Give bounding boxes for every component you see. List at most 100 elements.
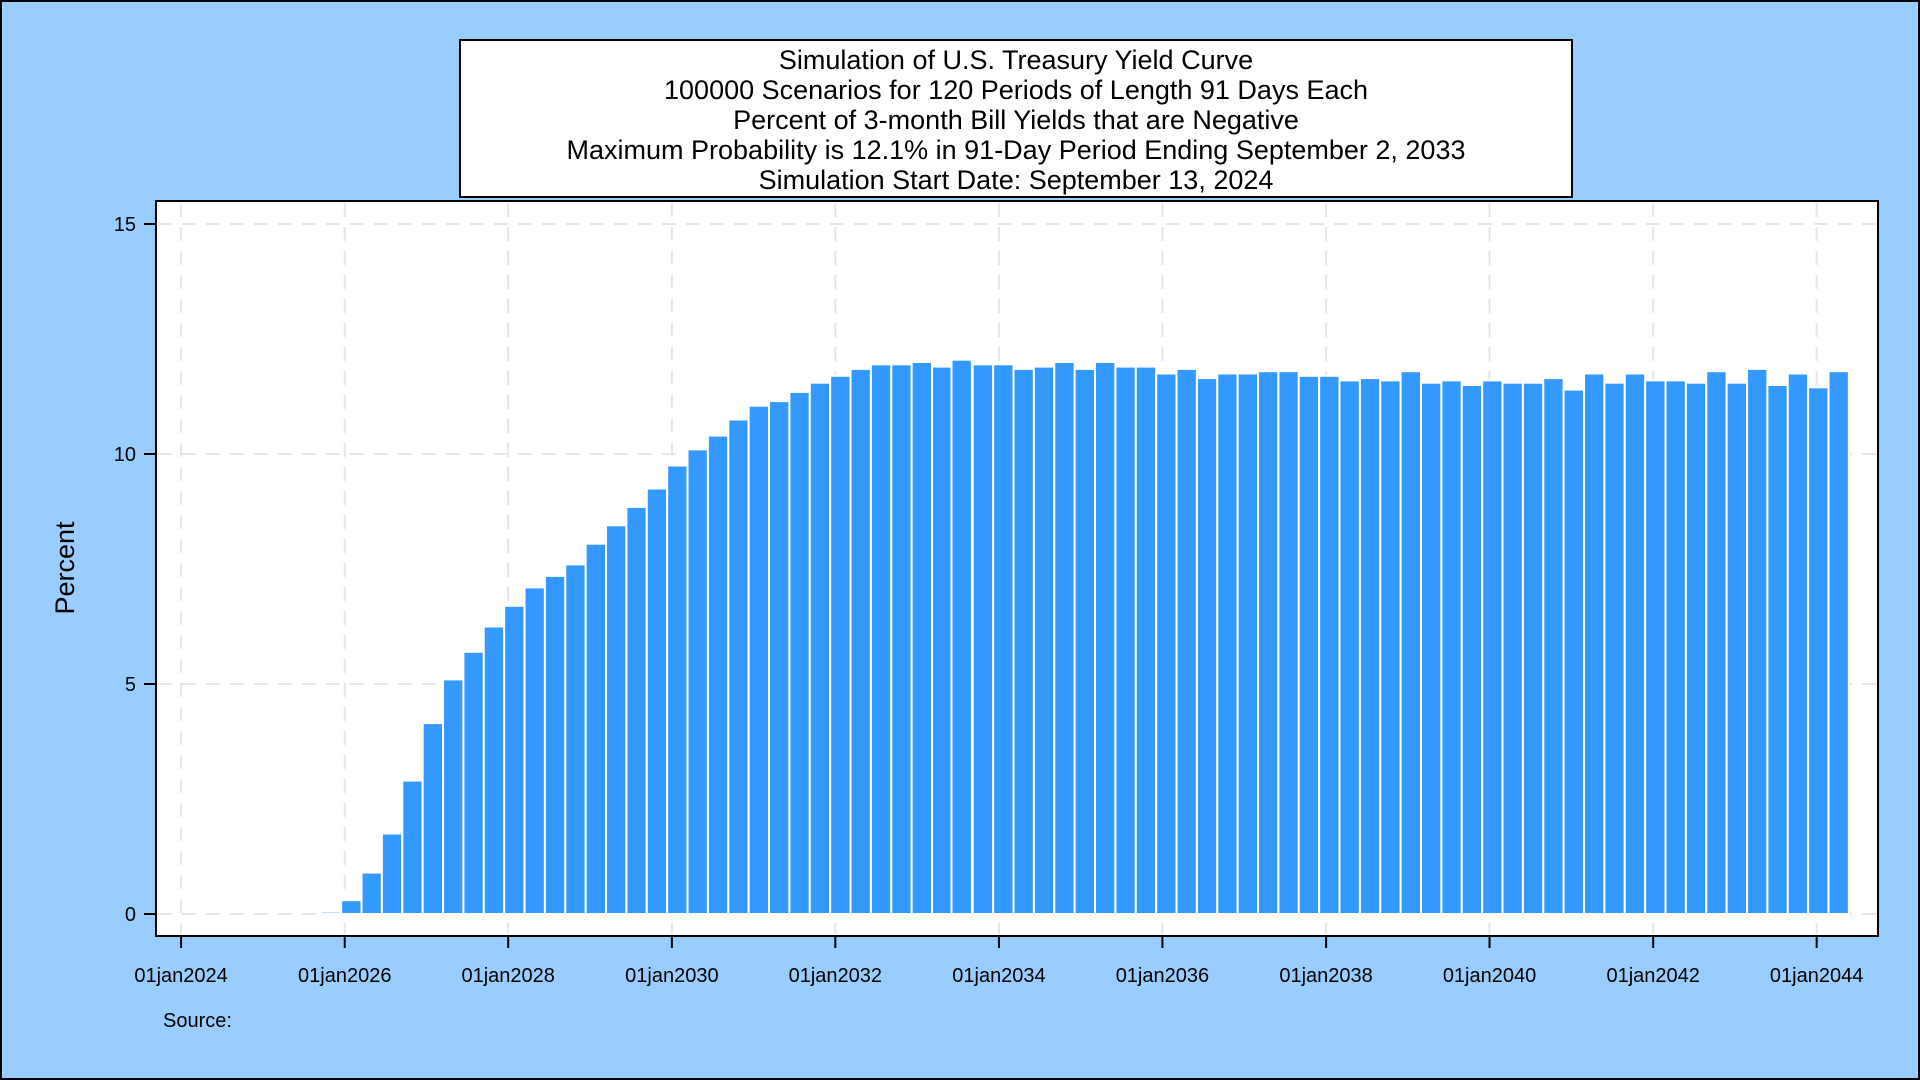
bar-30: [931, 365, 954, 916]
bar-74: [1827, 370, 1850, 915]
bar-9: [503, 604, 526, 915]
x-tick-label-10: 01jan2044: [1770, 965, 1863, 987]
y-tick-label-0: 0: [125, 904, 136, 926]
bar-51: [1358, 377, 1382, 916]
bar-44: [1216, 372, 1239, 915]
bar-22: [768, 400, 791, 916]
bar-56: [1460, 384, 1484, 915]
bar-60: [1542, 377, 1565, 916]
bar-12: [564, 563, 587, 916]
bar-0: [319, 910, 343, 916]
bar-57: [1481, 379, 1504, 915]
bar-29: [910, 361, 934, 915]
bar-52: [1379, 379, 1402, 915]
bar-4: [401, 779, 424, 915]
bar-3: [380, 832, 404, 915]
y-axis-title: Percent: [50, 521, 80, 615]
y-tick-label-1: 5: [125, 674, 136, 696]
bar-59: [1521, 381, 1545, 915]
bar-50: [1338, 379, 1361, 915]
bar-73: [1807, 386, 1830, 915]
bar-36: [1053, 361, 1076, 915]
bar-67: [1684, 381, 1708, 915]
x-axis: 01jan2024 01jan2026 01jan2028 01jan2030 01ja…: [134, 936, 1863, 987]
bar-54: [1420, 381, 1443, 915]
y-axis: 0 5 10 15: [114, 214, 156, 926]
bar-27: [869, 363, 893, 915]
bar-13: [584, 542, 608, 915]
bar-32: [971, 363, 995, 915]
bars-layer: [319, 358, 1850, 916]
chart-title-line-5: Simulation Start Date: September 13, 202…: [758, 164, 1274, 195]
bar-53: [1399, 370, 1423, 915]
bar-17: [666, 464, 689, 915]
chart-title-box: Simulation of U.S. Treasury Yield Curve …: [459, 39, 1573, 198]
bar-20: [727, 418, 750, 915]
bar-14: [605, 524, 628, 915]
bar-23: [788, 390, 811, 915]
bar-26: [849, 367, 872, 915]
bar-34: [1012, 367, 1035, 915]
x-tick-label-5: 01jan2034: [952, 965, 1045, 987]
bar-71: [1766, 384, 1789, 915]
bar-31: [950, 358, 973, 915]
bar-72: [1786, 372, 1810, 915]
bar-2: [360, 871, 383, 915]
x-tick-label-6: 01jan2036: [1116, 965, 1209, 987]
chart-title-line-1: Simulation of U.S. Treasury Yield Curve: [778, 44, 1254, 75]
bar-38: [1094, 361, 1117, 915]
bar-5: [421, 722, 445, 915]
bar-40: [1134, 365, 1158, 916]
bar-25: [829, 374, 852, 915]
chart-title-line-3: Percent of 3-month Bill Yields that are …: [733, 104, 1299, 135]
bar-58: [1501, 381, 1524, 915]
bar-64: [1623, 372, 1647, 915]
x-tick-label-4: 01jan2032: [789, 965, 882, 987]
bar-70: [1746, 367, 1769, 915]
bar-11: [543, 574, 567, 916]
bar-7: [462, 650, 485, 915]
x-tick-label-1: 01jan2026: [298, 965, 391, 987]
bar-6: [442, 678, 465, 916]
bar-18: [686, 448, 709, 915]
bar-19: [706, 434, 730, 915]
bar-8: [482, 625, 506, 915]
bar-33: [992, 363, 1015, 915]
bar-62: [1583, 372, 1606, 915]
bar-65: [1644, 379, 1667, 915]
bar-43: [1195, 377, 1219, 916]
x-tick-label-0: 01jan2024: [134, 965, 227, 987]
bar-39: [1114, 365, 1137, 916]
bar-37: [1073, 367, 1097, 915]
bar-49: [1318, 374, 1341, 915]
x-tick-label-7: 01jan2038: [1279, 965, 1372, 987]
bar-35: [1032, 365, 1056, 916]
bar-45: [1236, 372, 1260, 915]
bar-41: [1155, 372, 1178, 915]
bar-21: [747, 404, 771, 915]
x-tick-label-2: 01jan2028: [461, 965, 554, 987]
source-note: Source:: [163, 1010, 232, 1032]
bar-68: [1705, 370, 1728, 915]
x-tick-label-8: 01jan2040: [1443, 965, 1536, 987]
bar-69: [1725, 381, 1749, 915]
bar-66: [1664, 379, 1687, 915]
bar-28: [890, 363, 913, 915]
bar-24: [808, 381, 832, 915]
y-tick-label-3: 15: [114, 214, 136, 236]
y-tick-label-2: 10: [114, 444, 136, 466]
bar-47: [1277, 370, 1300, 915]
bar-16: [645, 487, 669, 915]
bar-55: [1440, 379, 1463, 915]
bar-46: [1257, 370, 1280, 915]
chart-title-line-4: Maximum Probability is 12.1% in 91-Day P…: [566, 134, 1466, 165]
bar-15: [625, 505, 648, 915]
bar-1: [340, 899, 363, 916]
bar-48: [1297, 374, 1321, 915]
bar-10: [523, 586, 546, 916]
bar-61: [1562, 388, 1586, 916]
x-tick-label-3: 01jan2030: [625, 965, 718, 987]
x-tick-label-9: 01jan2042: [1606, 965, 1699, 987]
bar-42: [1175, 367, 1198, 915]
bar-63: [1603, 381, 1626, 915]
